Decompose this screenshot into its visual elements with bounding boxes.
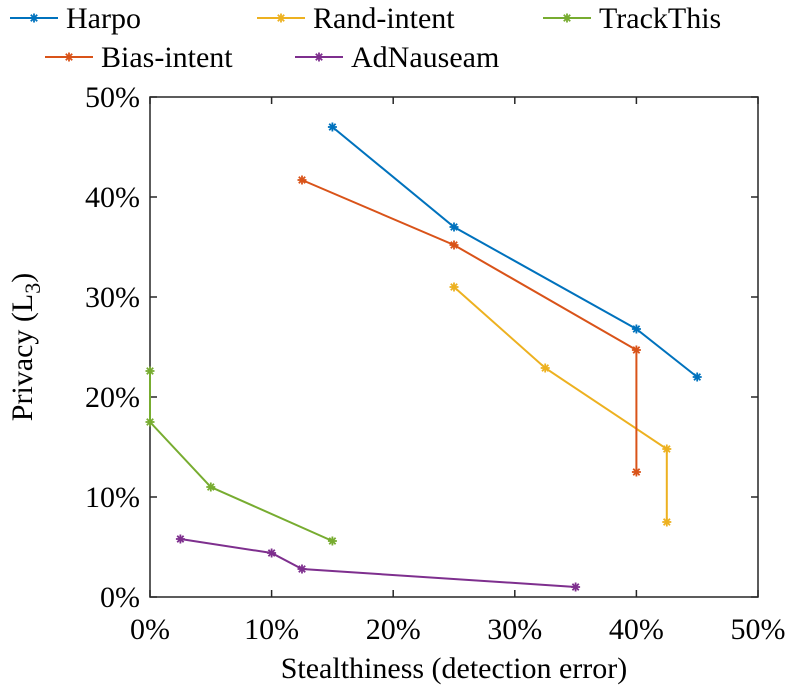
y-axis-label-close: ) — [6, 273, 39, 283]
data-point-adnauseam — [297, 564, 307, 574]
data-point-trackthis — [145, 417, 155, 427]
legend-item-adnauseam: AdNauseam — [295, 41, 499, 74]
legend-marker — [29, 13, 39, 23]
data-point-harpo — [631, 324, 641, 334]
legend-label: Rand-intent — [313, 2, 455, 35]
legend-label: Bias-intent — [101, 41, 233, 74]
data-point-harpo — [449, 222, 459, 232]
series-line-rand-intent — [453, 286, 668, 522]
series-line-bias-intent — [301, 179, 638, 472]
data-point-rand-intent — [662, 517, 672, 527]
x-tick-label: 40% — [609, 613, 664, 646]
legend-item-rand-intent: Rand-intent — [257, 2, 455, 35]
data-point-bias-intent — [631, 467, 641, 477]
x-tick-label: 0% — [130, 613, 170, 646]
y-tick-label: 20% — [85, 381, 140, 414]
data-point-rand-intent — [540, 363, 550, 373]
series-line-harpo — [331, 126, 698, 378]
data-point-harpo — [327, 122, 337, 132]
series-adnauseam — [175, 534, 581, 592]
data-point-harpo — [692, 372, 702, 382]
series-harpo — [327, 122, 702, 382]
y-axis-label: Privacy (L3) — [6, 273, 45, 421]
series-rand-intent — [449, 282, 672, 527]
data-point-trackthis — [206, 482, 216, 492]
legend-marker — [276, 13, 286, 23]
data-point-bias-intent — [631, 345, 641, 355]
x-tick-label: 10% — [244, 613, 299, 646]
series-line-trackthis — [149, 371, 333, 542]
data-point-rand-intent — [449, 282, 459, 292]
legend-marker — [64, 52, 74, 62]
data-point-adnauseam — [571, 582, 581, 592]
legend-marker — [562, 13, 572, 23]
y-tick-label: 30% — [85, 281, 140, 314]
y-axis-label-subscript: 3 — [20, 283, 45, 294]
axis-ticks: 0% 10% 20% 30% 40% 50% 0% 10% 20% 30% 40% 50% — [85, 81, 786, 646]
x-tick-label: 20% — [366, 613, 421, 646]
series-line-adnauseam — [180, 538, 576, 588]
x-tick-label: 30% — [487, 613, 542, 646]
legend-item-bias-intent: Bias-intent — [45, 41, 233, 74]
x-axis-label: Stealthiness (detection error) — [281, 652, 628, 685]
legend-label: Harpo — [66, 2, 141, 35]
series-trackthis — [145, 366, 337, 546]
data-point-adnauseam — [267, 548, 277, 558]
data-point-rand-intent — [662, 444, 672, 454]
legend-item-harpo: Harpo — [10, 2, 141, 35]
plot-frame — [149, 96, 759, 598]
legend-label: AdNauseam — [351, 41, 499, 74]
y-axis-label-main: Privacy (L — [6, 294, 39, 421]
data-point-adnauseam — [175, 534, 185, 544]
x-tick-label: 50% — [731, 613, 786, 646]
legend-item-trackthis: TrackThis — [543, 2, 721, 35]
y-tick-label: 40% — [85, 181, 140, 214]
legend-label: TrackThis — [599, 2, 721, 35]
y-tick-label: 50% — [85, 81, 140, 114]
series-bias-intent — [297, 175, 641, 477]
data-point-trackthis — [327, 536, 337, 546]
legend-marker — [314, 52, 324, 62]
data-point-bias-intent — [297, 175, 307, 185]
y-tick-label: 0% — [100, 581, 140, 614]
y-tick-label: 10% — [85, 481, 140, 514]
legend: Harpo Rand-intent TrackThis Bias-intent AdNa… — [10, 2, 721, 74]
series-group — [145, 122, 702, 592]
data-point-trackthis — [145, 366, 155, 376]
data-point-bias-intent — [449, 240, 459, 250]
